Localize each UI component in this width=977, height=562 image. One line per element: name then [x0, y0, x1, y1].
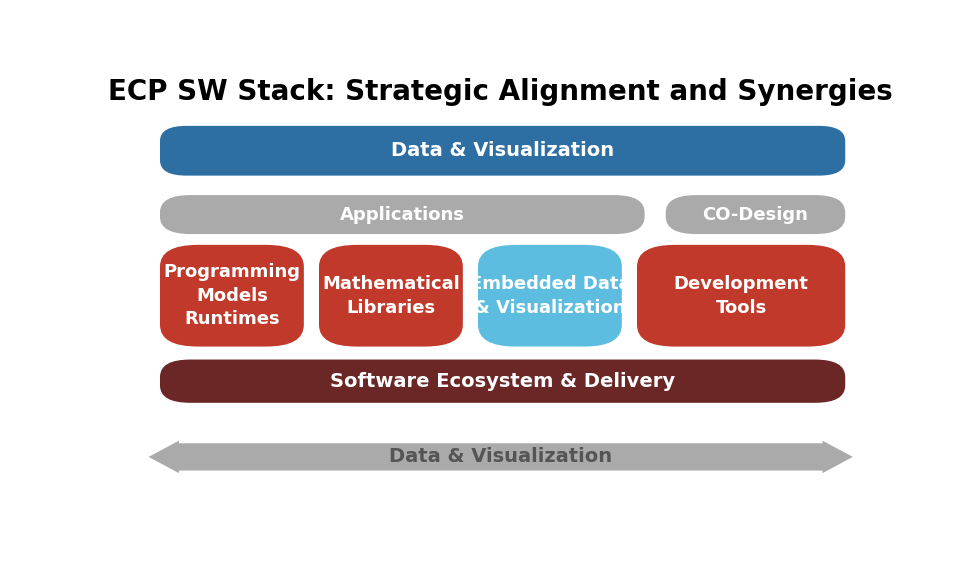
- FancyBboxPatch shape: [637, 245, 845, 347]
- FancyBboxPatch shape: [478, 245, 622, 347]
- FancyBboxPatch shape: [160, 195, 645, 234]
- Text: CO-Design: CO-Design: [702, 206, 808, 224]
- Text: Applications: Applications: [340, 206, 465, 224]
- FancyBboxPatch shape: [160, 360, 845, 403]
- Text: Programming
Models
Runtimes: Programming Models Runtimes: [163, 263, 300, 328]
- Text: Embedded Data
& Visualization: Embedded Data & Visualization: [470, 275, 630, 316]
- Text: Data & Visualization: Data & Visualization: [389, 447, 613, 466]
- FancyBboxPatch shape: [665, 195, 845, 234]
- Text: ECP SW Stack: Strategic Alignment and Synergies: ECP SW Stack: Strategic Alignment and Sy…: [108, 78, 893, 106]
- Text: Data & Visualization: Data & Visualization: [391, 141, 615, 160]
- FancyBboxPatch shape: [160, 245, 304, 347]
- Text: Software Ecosystem & Delivery: Software Ecosystem & Delivery: [330, 371, 675, 391]
- Text: Development
Tools: Development Tools: [674, 275, 809, 316]
- Text: Mathematical
Libraries: Mathematical Libraries: [322, 275, 460, 316]
- FancyBboxPatch shape: [160, 126, 845, 175]
- FancyBboxPatch shape: [319, 245, 463, 347]
- Polygon shape: [149, 441, 853, 473]
